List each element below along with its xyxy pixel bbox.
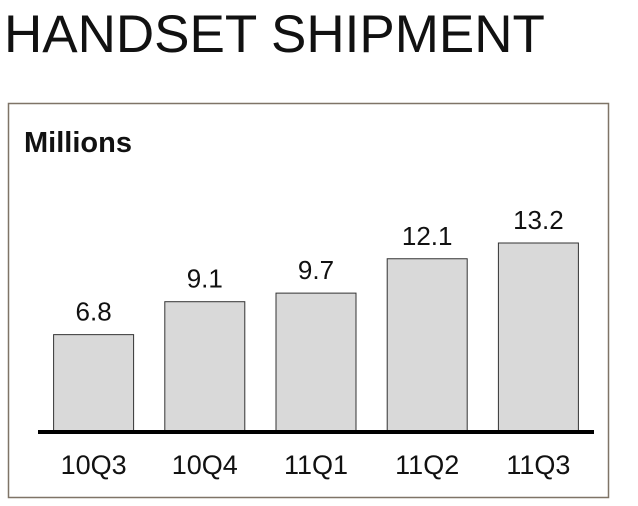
value-label: 9.7	[298, 255, 334, 285]
x-tick-label: 11Q1	[284, 450, 348, 480]
x-tick-label: 10Q3	[61, 450, 127, 480]
bar	[53, 334, 135, 433]
x-tick-label: 10Q4	[172, 450, 238, 480]
value-label: 12.1	[402, 221, 453, 251]
bar	[497, 242, 579, 433]
unit-label: Millions	[24, 127, 132, 159]
x-tick-label: 11Q2	[395, 450, 459, 480]
value-label: 9.1	[187, 264, 223, 294]
chart-title: HANDSET SHIPMENT	[4, 5, 545, 64]
bar	[164, 301, 246, 433]
bar	[386, 258, 468, 433]
value-label: 13.2	[513, 205, 564, 235]
value-label: 6.8	[76, 297, 112, 327]
bar	[275, 292, 357, 433]
x-tick-label: 11Q3	[506, 450, 570, 480]
